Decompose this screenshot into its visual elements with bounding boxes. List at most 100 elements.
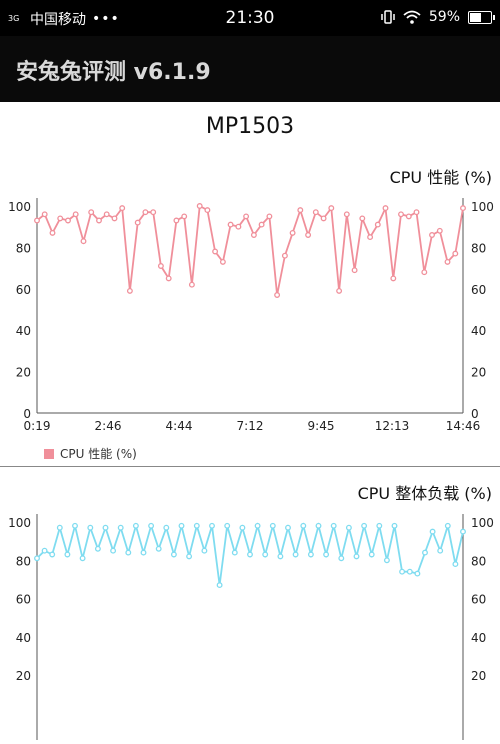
data-point xyxy=(307,551,314,558)
data-point xyxy=(165,275,172,282)
data-point xyxy=(414,570,421,577)
y-tick-label-left: 60 xyxy=(16,283,31,297)
y-tick-label-left: 0 xyxy=(23,407,31,421)
status-time: 21:30 xyxy=(225,8,275,28)
data-point xyxy=(413,209,420,216)
network-type-indicator: 3G xyxy=(8,14,20,23)
wifi-icon xyxy=(403,10,421,24)
data-point xyxy=(374,221,381,228)
data-point xyxy=(289,229,296,236)
cpu-performance-section: CPU 性能 (%) 0 0 20 20 40 40 60 60 80 80 100 100 0:19 2… xyxy=(0,158,500,466)
data-point xyxy=(315,522,322,529)
data-point xyxy=(196,203,203,209)
data-point xyxy=(281,252,288,259)
data-point xyxy=(79,555,86,562)
data-point xyxy=(436,227,443,234)
data-point xyxy=(421,269,428,276)
data-point xyxy=(102,524,109,531)
section-divider xyxy=(0,466,500,467)
y-tick-label-left: 20 xyxy=(16,366,31,380)
data-point xyxy=(186,553,193,560)
y-tick-label-right: 20 xyxy=(471,366,486,380)
data-point xyxy=(34,217,40,224)
data-point xyxy=(132,522,139,529)
data-point xyxy=(353,553,360,560)
more-notifications-icon: ••• xyxy=(92,11,120,27)
y-tick-label-right: 100 xyxy=(471,200,494,214)
data-point xyxy=(266,213,273,220)
data-point xyxy=(56,524,63,531)
data-point xyxy=(148,522,155,529)
data-point xyxy=(437,547,444,554)
y-tick-label-left: 40 xyxy=(16,324,31,338)
data-point xyxy=(239,524,246,531)
data-point xyxy=(219,258,226,265)
cpu-load-section: CPU 整体负载 (%) 20 20 40 40 60 60 80 80 100 100 xyxy=(0,474,500,740)
data-point xyxy=(343,211,350,218)
x-tick-label: 0:19 xyxy=(24,419,51,433)
battery-percent: 59% xyxy=(428,9,460,25)
data-point xyxy=(65,217,71,224)
data-point xyxy=(330,522,337,529)
data-point xyxy=(320,215,327,222)
status-right: 59% xyxy=(381,9,495,25)
data-point xyxy=(231,549,238,556)
y-tick-label-left: 60 xyxy=(16,593,31,607)
chart-title: CPU 整体负载 (%) xyxy=(357,484,492,503)
data-point xyxy=(34,555,40,562)
data-point xyxy=(188,281,195,288)
data-point xyxy=(328,205,335,212)
data-point xyxy=(224,522,231,529)
x-tick-label: 14:46 xyxy=(446,419,481,433)
data-point xyxy=(452,561,459,568)
y-tick-label-left: 100 xyxy=(8,200,31,214)
data-point xyxy=(406,568,413,575)
data-point xyxy=(235,223,242,230)
data-point xyxy=(383,557,390,564)
app-title: 安兔兔评测 v6.1.9 xyxy=(16,60,211,85)
y-tick-label-right: 80 xyxy=(471,241,486,255)
y-tick-label-left: 100 xyxy=(8,516,31,530)
y-tick-label-left: 20 xyxy=(16,669,31,683)
data-point xyxy=(125,549,132,556)
data-point xyxy=(103,211,110,218)
x-tick-label: 12:13 xyxy=(375,419,410,433)
data-point xyxy=(204,207,211,214)
data-point xyxy=(391,522,398,529)
data-point xyxy=(247,551,253,558)
data-point xyxy=(250,232,257,238)
y-tick-label-right: 100 xyxy=(471,516,494,530)
data-point xyxy=(390,275,397,282)
y-tick-label-left: 80 xyxy=(16,241,31,255)
data-point xyxy=(460,205,466,212)
data-point xyxy=(173,217,180,224)
app-bar: 安兔兔评测 v6.1.9 xyxy=(0,36,500,102)
data-point xyxy=(444,258,451,265)
x-tick-label: 2:46 xyxy=(95,419,122,433)
battery-icon xyxy=(468,10,495,24)
x-tick-label: 7:12 xyxy=(237,419,264,433)
data-point xyxy=(157,263,164,269)
data-point xyxy=(361,522,368,529)
data-point xyxy=(382,205,389,212)
data-point xyxy=(178,522,185,529)
data-point xyxy=(338,555,345,562)
data-point xyxy=(429,232,435,238)
data-point xyxy=(163,524,170,531)
chart-title: CPU 性能 (%) xyxy=(389,168,492,187)
data-point xyxy=(297,207,304,214)
vibrate-icon xyxy=(381,10,395,24)
data-point xyxy=(351,267,358,274)
data-point xyxy=(422,549,428,556)
carrier-name: 中国移动 xyxy=(30,12,86,28)
y-tick-label-left: 80 xyxy=(16,554,31,568)
data-point xyxy=(452,250,459,257)
data-point xyxy=(254,522,261,529)
data-point xyxy=(274,292,281,298)
data-point xyxy=(111,215,118,222)
data-point xyxy=(87,524,94,531)
data-point xyxy=(119,205,126,212)
data-point xyxy=(336,287,343,294)
data-point xyxy=(405,213,412,220)
data-point xyxy=(323,551,330,558)
